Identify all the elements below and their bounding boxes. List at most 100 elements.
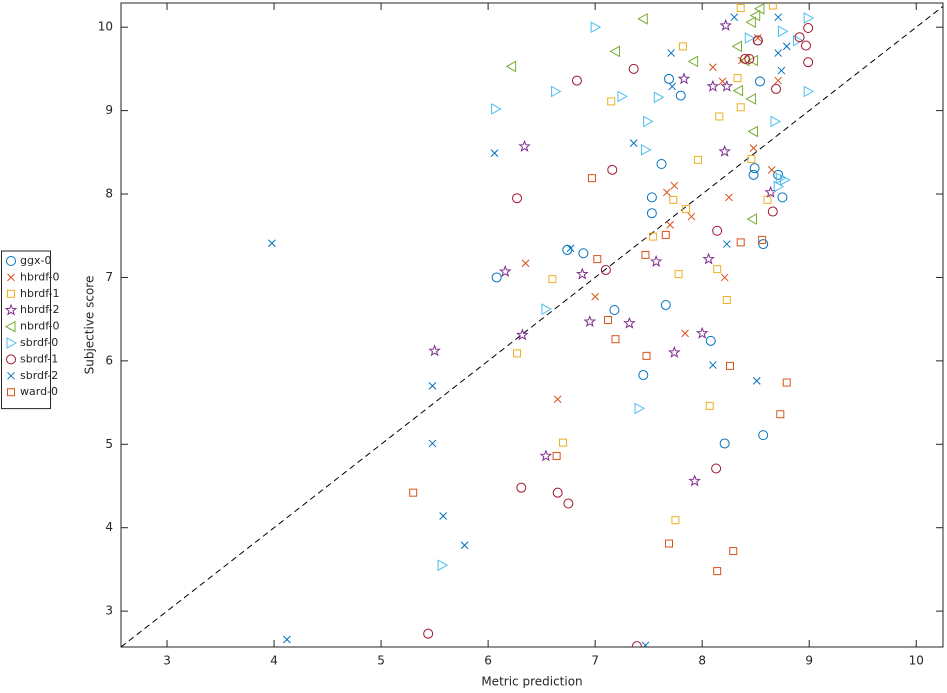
marker xyxy=(521,259,530,268)
marker xyxy=(516,328,529,341)
marker xyxy=(646,208,657,219)
legend-label: nbrdf-0 xyxy=(20,320,60,333)
marker xyxy=(718,144,731,157)
marker xyxy=(792,34,804,47)
marker xyxy=(745,16,756,29)
marker xyxy=(513,349,522,358)
marker xyxy=(583,315,597,328)
y-tick-label: 7 xyxy=(105,270,113,284)
marker xyxy=(752,35,763,46)
marker xyxy=(711,463,722,474)
marker xyxy=(709,361,717,369)
marker xyxy=(753,34,762,42)
marker xyxy=(749,144,758,153)
marker xyxy=(777,25,789,38)
marker xyxy=(782,378,791,387)
marker xyxy=(693,155,702,164)
marker xyxy=(733,74,742,83)
marker xyxy=(6,337,18,349)
marker xyxy=(782,42,791,51)
marker xyxy=(754,76,765,87)
legend-label: sbrdf-2 xyxy=(20,369,58,382)
marker xyxy=(640,143,652,156)
marker xyxy=(758,235,767,244)
marker xyxy=(767,206,778,217)
y-axis-label: Subjective score xyxy=(83,276,97,375)
marker xyxy=(668,345,681,358)
marker xyxy=(7,388,15,397)
marker xyxy=(518,139,531,152)
marker xyxy=(713,265,722,274)
marker xyxy=(428,344,441,357)
marker xyxy=(677,72,691,85)
marker xyxy=(603,315,612,324)
marker xyxy=(713,567,722,576)
marker xyxy=(553,395,562,404)
marker xyxy=(712,225,723,236)
marker xyxy=(803,12,815,24)
marker xyxy=(688,474,701,487)
marker xyxy=(649,254,663,267)
y-tick-label: 10 xyxy=(98,20,113,34)
marker xyxy=(748,169,759,180)
marker xyxy=(641,250,650,259)
y-tick-label: 9 xyxy=(105,103,113,117)
marker xyxy=(660,299,671,310)
marker xyxy=(548,275,557,284)
marker xyxy=(283,635,291,644)
marker xyxy=(674,270,683,279)
marker xyxy=(623,316,636,329)
marker xyxy=(268,239,276,248)
marker xyxy=(490,149,499,158)
legend-box xyxy=(1,250,51,410)
marker xyxy=(777,192,788,203)
marker xyxy=(668,82,677,91)
marker xyxy=(774,76,783,85)
marker xyxy=(7,289,15,298)
x-tick-label: 6 xyxy=(484,654,492,668)
marker xyxy=(646,192,657,203)
y-tick-label: 3 xyxy=(105,604,113,618)
marker xyxy=(747,154,756,163)
x-tick-label: 8 xyxy=(698,654,706,668)
marker xyxy=(665,539,673,548)
y-tick-label: 8 xyxy=(105,187,113,201)
marker xyxy=(731,40,742,53)
marker xyxy=(801,40,811,51)
marker xyxy=(678,42,687,51)
marker xyxy=(7,371,15,380)
marker xyxy=(666,221,674,229)
marker xyxy=(770,115,781,128)
marker xyxy=(6,256,16,266)
marker xyxy=(803,23,814,34)
marker xyxy=(695,326,709,339)
marker xyxy=(767,165,776,174)
marker xyxy=(753,3,765,15)
marker xyxy=(752,377,761,385)
legend-label: hbrdf-2 xyxy=(20,303,60,316)
marker xyxy=(726,361,735,370)
marker xyxy=(559,438,568,447)
y-tick-label: 4 xyxy=(105,520,113,534)
marker xyxy=(667,49,675,57)
marker xyxy=(746,213,757,225)
marker xyxy=(551,85,562,98)
marker xyxy=(745,93,756,105)
legend-label: hbrdf-1 xyxy=(20,287,60,300)
marker xyxy=(774,13,783,22)
marker xyxy=(749,9,761,22)
marker xyxy=(563,498,574,509)
legend-label: ward-0 xyxy=(20,385,58,398)
marker xyxy=(571,75,582,86)
plot-layer xyxy=(121,3,943,647)
marker xyxy=(439,512,448,520)
x-tick-label: 3 xyxy=(163,654,171,668)
marker xyxy=(428,439,437,448)
marker xyxy=(653,91,665,104)
marker xyxy=(669,195,678,204)
marker xyxy=(705,335,716,346)
marker xyxy=(607,164,618,175)
marker xyxy=(758,239,769,250)
marker xyxy=(541,303,552,316)
